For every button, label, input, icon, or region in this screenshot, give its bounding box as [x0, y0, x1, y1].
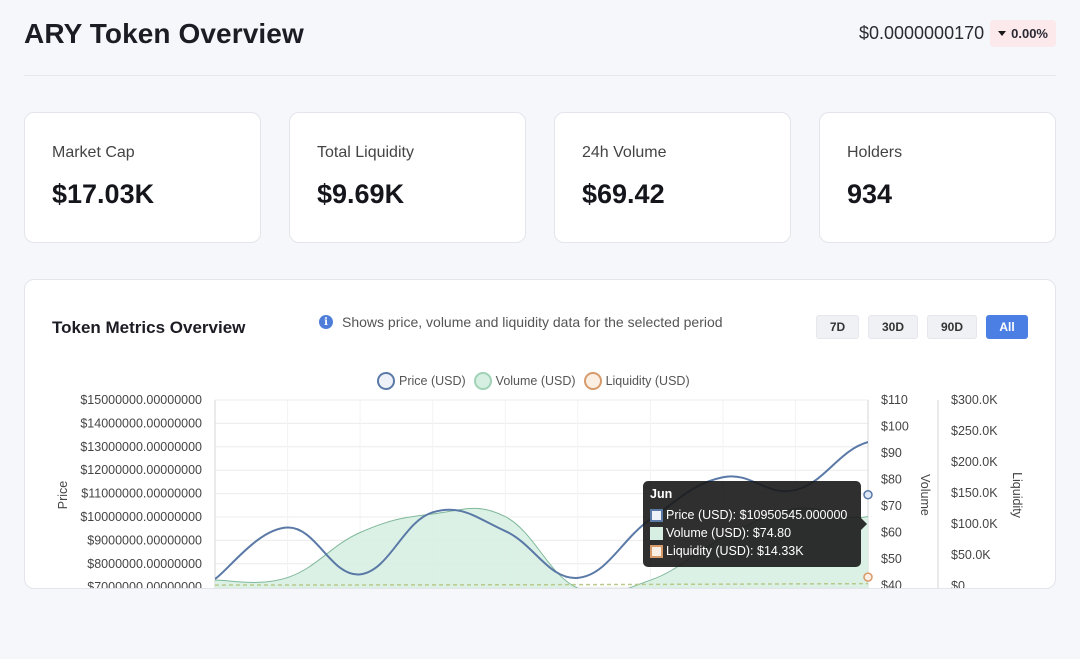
stat-value: 934	[847, 179, 893, 209]
caret-down-icon	[998, 31, 1007, 36]
tooltip-row-volume: Volume (USD): $74.80	[650, 524, 854, 542]
liquidity-tick-label: $300.0K	[951, 393, 998, 407]
volume-tick-label: $70	[881, 499, 902, 513]
liquidity-tick-label: $250.0K	[951, 424, 998, 438]
liquidity-tick-label: $200.0K	[951, 455, 998, 469]
legend-swatch-liquidity	[583, 372, 602, 390]
volume-tick-label: $90	[881, 446, 902, 460]
volume-tick-label: $40	[881, 579, 902, 590]
volume-tick-label: $60	[881, 526, 902, 540]
liquidity-tick-label: $50.0K	[951, 548, 991, 562]
liquidity-tick-label: $0	[951, 579, 965, 589]
stat-label: 24h Volume	[582, 144, 667, 161]
legend-swatch-volume	[473, 372, 492, 390]
liquidity-axis-title: Liquidity	[1010, 472, 1024, 519]
header-divider	[24, 75, 1056, 76]
volume-tick-label: $50	[881, 552, 902, 566]
stat-card-market-cap: Market Cap $17.03K	[24, 112, 261, 243]
price-tick-label: $15000000.00000000	[80, 393, 202, 407]
tooltip-swatch-volume	[650, 526, 663, 540]
price-tick-label: $12000000.00000000	[80, 463, 202, 477]
period-button-90d[interactable]: 90D	[927, 315, 977, 339]
volume-axis-title: Volume	[918, 474, 932, 516]
price-tick-label: $14000000.00000000	[80, 416, 202, 430]
token-price: $0.0000000170	[858, 23, 985, 43]
price-tick-label: $13000000.00000000	[80, 440, 202, 454]
period-selector: 7D 30D 90D All	[816, 315, 1028, 339]
token-metrics-card: Token Metrics Overview i Shows price, vo…	[24, 279, 1056, 589]
chart-tooltip: Jun Price (USD): $10950545.000000 Volume…	[643, 481, 867, 567]
price-tick-label: $11000000.00000000	[81, 487, 202, 501]
legend-label-volume: Volume (USD)	[495, 374, 576, 388]
volume-tick-label: $80	[881, 473, 902, 487]
period-button-7d[interactable]: 7D	[816, 315, 859, 339]
price-change-badge: 0.00%	[990, 20, 1056, 47]
liquidity-tick-label: $100.0K	[951, 517, 998, 531]
stat-card-24h-volume: 24h Volume $69.42	[554, 112, 791, 243]
tooltip-row-liquidity: Liquidity (USD): $14.33K	[650, 542, 854, 560]
liquidity-point-marker	[863, 572, 873, 582]
legend-item-liquidity[interactable]: Liquidity (USD)	[583, 372, 690, 390]
volume-line	[215, 507, 868, 588]
stat-card-total-liquidity: Total Liquidity $9.69K	[289, 112, 526, 243]
stat-value: $17.03K	[52, 179, 155, 209]
legend-swatch-price	[377, 372, 395, 390]
metrics-chart: $15000000.00000000 $14000000.00000000 $130…	[56, 393, 1024, 590]
tooltip-swatch-liquidity	[650, 544, 663, 558]
tooltip-text-price: Price (USD): $10950545.000000	[666, 508, 848, 522]
chart-info: i Shows price, volume and liquidity data…	[319, 314, 723, 330]
period-button-all[interactable]: All	[986, 315, 1028, 339]
token-price-group: $0.0000000170 0.00%	[859, 20, 1056, 47]
legend-label-liquidity: Liquidity (USD)	[605, 374, 690, 388]
legend-item-volume[interactable]: Volume (USD)	[473, 372, 576, 390]
legend-item-price[interactable]: Price (USD)	[377, 372, 466, 390]
liquidity-tick-label: $150.0K	[951, 486, 998, 500]
tooltip-text-liquidity: Liquidity (USD): $14.33K	[666, 544, 804, 558]
stat-label: Holders	[847, 144, 903, 161]
volume-tick-label: $100	[881, 420, 909, 434]
page-title: ARY Token Overview	[24, 18, 304, 49]
price-axis-title: Price	[56, 481, 70, 510]
price-tick-label: $9000000.00000000	[87, 533, 202, 547]
stat-label: Total Liquidity	[317, 144, 414, 161]
price-change-value: 0.00%	[1011, 26, 1048, 41]
price-tick-label: $10000000.00000000	[80, 510, 202, 524]
legend-label-price: Price (USD)	[399, 374, 466, 388]
stat-value: $69.42	[582, 179, 665, 209]
price-tick-label: $7000000.00000000	[87, 580, 202, 589]
period-button-30d[interactable]: 30D	[868, 315, 918, 339]
stat-value: $9.69K	[317, 179, 405, 209]
tooltip-text-volume: Volume (USD): $74.80	[666, 526, 792, 540]
info-icon: i	[319, 315, 333, 329]
price-tick-label: $8000000.00000000	[87, 557, 202, 571]
tooltip-title: Jun	[650, 487, 673, 501]
chart-heading: Token Metrics Overview	[52, 318, 246, 337]
liquidity-line	[215, 582, 868, 586]
tooltip-row-price: Price (USD): $10950545.000000	[650, 506, 854, 524]
chart-info-text: Shows price, volume and liquidity data f…	[342, 314, 723, 330]
stat-label: Market Cap	[52, 144, 135, 161]
volume-area	[215, 507, 868, 588]
volume-tick-label: $110	[881, 393, 908, 407]
chart-legend: Price (USD) Volume (USD) Liquidity (USD)	[377, 372, 690, 390]
tooltip-swatch-price	[650, 508, 663, 522]
stat-card-holders: Holders 934	[819, 112, 1056, 243]
price-point-marker	[863, 490, 873, 500]
